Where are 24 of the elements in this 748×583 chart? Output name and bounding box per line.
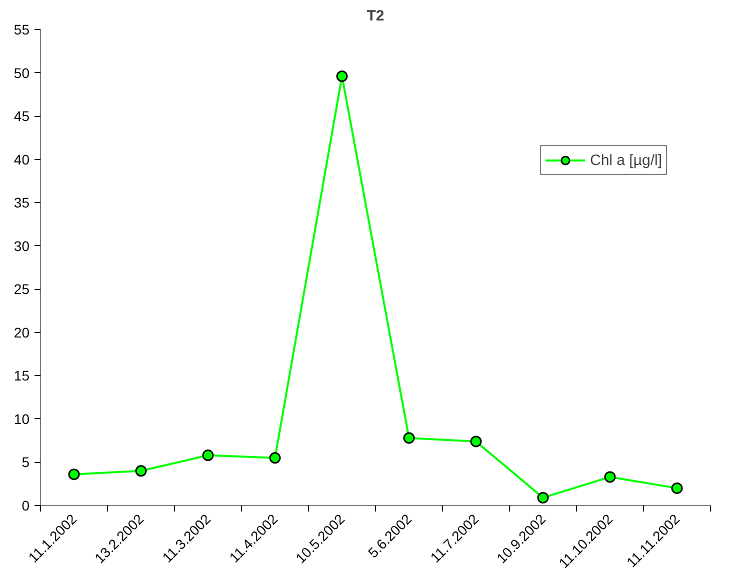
y-tick-label: 15	[14, 368, 30, 384]
point	[470, 436, 482, 448]
point	[269, 452, 281, 464]
point	[537, 492, 549, 504]
y-tick-label: 50	[14, 64, 30, 81]
point	[403, 432, 415, 444]
point	[202, 450, 214, 462]
y-tick-label: 55	[14, 22, 30, 38]
y-tick-label: 10	[14, 410, 30, 427]
y-tick-label: 20	[14, 324, 30, 340]
y-tick-label: 25	[14, 281, 30, 298]
y-tick-label: 40	[14, 151, 30, 168]
chart-title: T2	[366, 8, 384, 24]
point	[671, 482, 683, 494]
point	[135, 465, 147, 477]
legend-label: Chl a [µg/l]	[590, 152, 662, 168]
y-tick-label: 45	[14, 108, 30, 124]
point	[604, 471, 616, 483]
point	[68, 468, 80, 480]
y-tick-label: 35	[14, 194, 30, 211]
y-tick-label: 0	[22, 498, 30, 514]
point	[336, 70, 348, 82]
y-tick-label: 5	[22, 454, 30, 470]
y-tick-label: 30	[14, 238, 30, 254]
